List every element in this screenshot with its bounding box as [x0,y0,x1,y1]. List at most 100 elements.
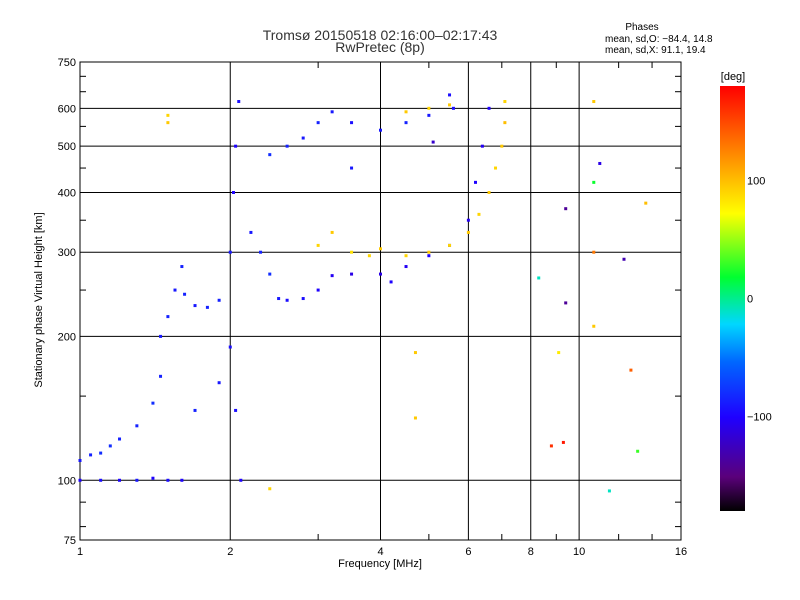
data-point [166,121,170,125]
y-tick-label: 100 [58,475,76,487]
data-point [316,121,320,125]
data-point [151,476,155,480]
data-point [316,288,320,292]
y-tick-label: 750 [58,57,76,69]
data-point [316,243,320,247]
data-point [301,136,305,140]
chart-subtitle: RwPretec (8p) [335,39,424,55]
y-tick-label: 300 [58,247,76,259]
phase-legend-title: Phases [625,22,658,33]
data-point [285,298,289,302]
data-point [592,100,596,104]
data-point [494,166,498,170]
data-point [487,190,491,194]
data-point [448,103,452,107]
data-point [268,272,272,276]
data-point [561,440,565,444]
data-point [118,478,122,482]
x-tick-label: 4 [377,546,383,558]
phase-legend-x: mean, sd,X: 91.1, 19.4 [605,45,706,56]
data-point [108,444,112,448]
data-point [118,437,122,441]
data-point [183,292,187,296]
data-point [285,144,289,148]
data-points [78,93,648,493]
data-point [217,298,221,302]
x-tick-labels: 1 2 4 6 8 10 16 [77,546,687,558]
data-point [592,250,596,254]
colorbar-tick-label: 100 [747,175,765,187]
data-point [466,218,470,222]
chart-title: Tromsø 20150518 02:16:00–02:17:43 [263,27,498,43]
data-point [427,250,431,254]
data-point [330,110,334,114]
grid-lines [80,62,681,540]
data-point [451,106,455,110]
data-point [99,478,103,482]
data-point [427,106,431,110]
data-point [237,100,241,104]
data-point [549,444,553,448]
y-tick-label: 500 [58,141,76,153]
data-point [193,304,197,308]
data-point [135,478,139,482]
data-point [151,401,155,405]
data-point [277,297,281,301]
y-tick-label: 75 [64,535,76,547]
y-axis-label: Stationary phase Virtual Height [km] [33,212,45,387]
data-point [503,121,507,125]
colorbar-tick-label: 0 [747,294,753,306]
data-point [166,478,170,482]
data-point [330,230,334,234]
data-point [448,243,452,247]
colorbar-tick-label: −100 [747,412,772,424]
y-tick-label: 400 [58,187,76,199]
data-point [622,257,626,261]
data-point [234,144,238,148]
x-tick-label: 16 [675,546,687,558]
data-point [159,374,163,378]
phase-legend-o: mean, sd,O: −84.4, 14.8 [605,34,713,45]
data-point [350,272,354,276]
data-point [404,121,408,125]
colorbar-ticks: 100 0 −100 [747,175,772,423]
data-point [330,274,334,278]
data-point [427,254,431,258]
data-point [301,297,305,301]
data-point [431,140,435,144]
data-point [180,478,184,482]
data-point [234,408,238,412]
data-point [99,451,103,455]
data-point [379,247,382,251]
data-point [564,301,568,305]
data-point [537,276,541,280]
data-point [557,351,561,355]
data-point [249,230,253,234]
data-point [159,334,163,338]
data-point [166,113,170,117]
data-point [166,315,170,319]
data-point [78,458,82,462]
data-point [404,254,408,258]
colorbar-label: [deg] [721,71,745,83]
x-tick-label: 6 [465,546,471,558]
data-point [239,478,243,482]
x-axis-label: Frequency [MHz] [338,558,422,570]
data-point [564,207,568,211]
data-point [477,212,481,216]
y-tick-label: 200 [58,331,76,343]
data-point [636,449,640,453]
data-point [598,161,602,165]
x-tick-label: 1 [77,546,83,558]
data-point [268,153,272,157]
y-tick-label: 600 [58,103,76,115]
data-point [135,424,139,428]
data-point [487,106,491,110]
data-point [379,272,382,276]
data-point [592,324,596,328]
data-point [592,180,596,184]
data-point [350,166,354,170]
data-point [228,250,232,254]
data-point [367,254,371,258]
